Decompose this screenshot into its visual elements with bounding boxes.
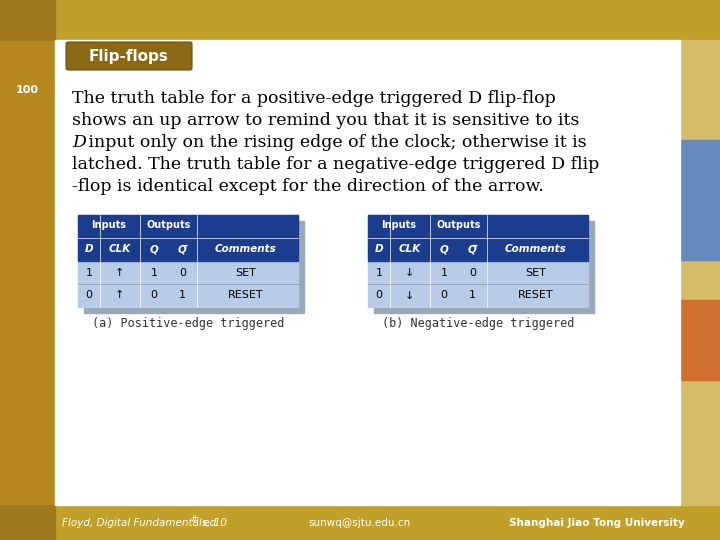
- Bar: [78, 215, 298, 261]
- Text: th: th: [192, 515, 200, 523]
- Text: ed: ed: [200, 518, 216, 528]
- Bar: [0, 505, 720, 540]
- Text: Outputs: Outputs: [146, 220, 190, 231]
- Text: 1: 1: [441, 267, 447, 278]
- Text: 0: 0: [86, 291, 92, 300]
- Bar: [0, 0, 55, 40]
- Text: Shanghai Jiao Tong University: Shanghai Jiao Tong University: [509, 518, 685, 528]
- Text: RESET: RESET: [518, 291, 553, 300]
- Text: Floyd, Digital Fundamentals, 10: Floyd, Digital Fundamentals, 10: [62, 518, 227, 528]
- Bar: [374, 221, 594, 313]
- Bar: [84, 221, 304, 313]
- FancyBboxPatch shape: [66, 42, 192, 70]
- Text: (b) Negative-edge triggered: (b) Negative-edge triggered: [382, 316, 574, 329]
- Text: Inputs: Inputs: [91, 220, 126, 231]
- Bar: [0, 505, 55, 540]
- Text: Q: Q: [439, 245, 449, 254]
- Text: 1: 1: [376, 267, 382, 278]
- Text: SET: SET: [525, 267, 546, 278]
- Text: D: D: [85, 245, 94, 254]
- Text: input only on the rising edge of the clock; otherwise it is: input only on the rising edge of the clo…: [83, 134, 587, 151]
- Text: 1: 1: [179, 291, 186, 300]
- Text: Q: Q: [150, 245, 158, 254]
- Bar: [78, 215, 298, 307]
- Text: 0: 0: [376, 291, 382, 300]
- Text: CLK: CLK: [399, 245, 421, 254]
- Text: 100: 100: [16, 85, 38, 95]
- Text: ↑: ↑: [115, 267, 125, 278]
- Text: RESET: RESET: [228, 291, 263, 300]
- Text: CLK: CLK: [109, 245, 131, 254]
- Text: Comments: Comments: [504, 245, 566, 254]
- Bar: [680, 40, 720, 505]
- Text: D: D: [72, 134, 86, 151]
- Bar: [680, 300, 720, 380]
- Text: 0: 0: [441, 291, 447, 300]
- Text: 0: 0: [179, 267, 186, 278]
- Text: ↑: ↑: [115, 291, 125, 300]
- Text: 1: 1: [469, 291, 476, 300]
- Bar: [0, 40, 55, 505]
- Bar: [680, 140, 720, 260]
- Text: Inputs: Inputs: [382, 220, 416, 231]
- Text: SET: SET: [235, 267, 256, 278]
- Bar: [55, 40, 680, 505]
- Text: 1: 1: [86, 267, 92, 278]
- Text: 0: 0: [469, 267, 476, 278]
- Bar: [368, 215, 588, 261]
- Text: -flop is identical except for the direction of the arrow.: -flop is identical except for the direct…: [72, 178, 544, 195]
- Text: ↓: ↓: [405, 291, 415, 300]
- Text: 0: 0: [150, 291, 158, 300]
- Text: ↓: ↓: [405, 267, 415, 278]
- Text: latched. The truth table for a negative-edge triggered D flip: latched. The truth table for a negative-…: [72, 156, 599, 173]
- Text: Comments: Comments: [215, 245, 276, 254]
- Text: Q̅: Q̅: [468, 245, 477, 254]
- Text: Outputs: Outputs: [436, 220, 480, 231]
- Bar: [368, 215, 588, 307]
- Text: Flip-flops: Flip-flops: [89, 49, 169, 64]
- Text: Q̅: Q̅: [178, 245, 187, 254]
- Text: (a) Positive-edge triggered: (a) Positive-edge triggered: [92, 316, 284, 329]
- Text: 1: 1: [150, 267, 158, 278]
- Bar: [0, 0, 720, 40]
- Text: shows an up arrow to remind you that it is sensitive to its: shows an up arrow to remind you that it …: [72, 112, 580, 129]
- Text: The truth table for a positive-edge triggered D flip-flop: The truth table for a positive-edge trig…: [72, 90, 556, 107]
- Text: D: D: [374, 245, 383, 254]
- Text: sunwq@sjtu.edu.cn: sunwq@sjtu.edu.cn: [309, 518, 411, 528]
